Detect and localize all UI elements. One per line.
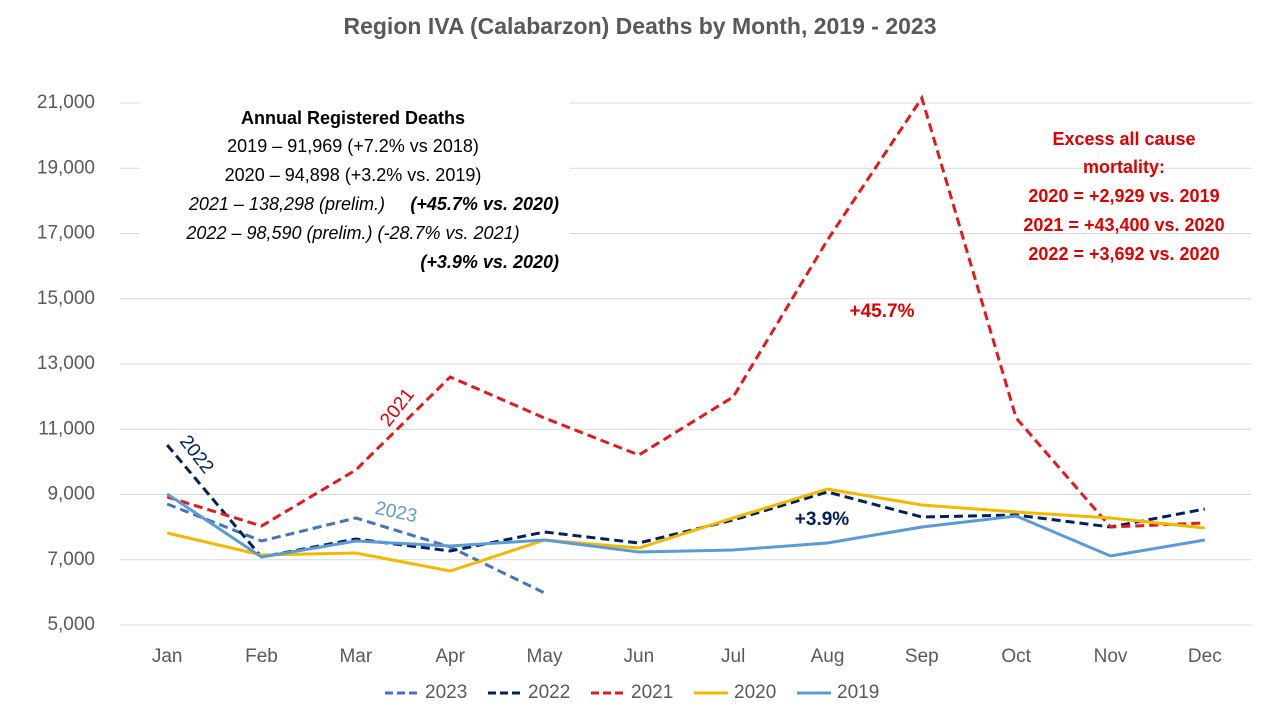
x-tick-label: May [527,646,563,667]
y-tick-label: 13,000 [37,353,95,374]
x-tick-label: Feb [245,646,278,667]
x-tick-label: Nov [1094,646,1128,667]
y-tick-label: 5,000 [47,614,95,635]
annotation: Annual Registered Deaths [241,108,465,128]
annotation: (+3.9% vs. 2020) [420,252,559,272]
legend-label: 2020 [734,682,776,703]
line [166,94,1205,529]
x-tick-label: Sep [905,646,939,667]
line [166,487,1205,573]
line [166,492,1206,559]
legend-label: 2023 [425,682,467,703]
x-tick-label: Jan [152,646,183,667]
annotation: 2021 – 138,298 (prelim.) [188,194,385,214]
annotation: 2022 – 98,590 (prelim.) (-28.7% vs. 2021… [185,223,519,243]
x-tick-label: Dec [1188,646,1222,667]
y-tick-label: 17,000 [37,223,95,244]
y-tick-label: 21,000 [37,92,95,113]
x-tick-label: Mar [339,646,372,667]
y-tick-label: 15,000 [37,288,95,309]
annotation-box [140,100,570,280]
annotation: 2020 – 94,898 (+3.2% vs. 2019) [225,165,482,185]
x-tick-label: Jul [721,646,745,667]
x-tick-label: Jun [624,646,655,667]
legend-label: 2022 [528,682,570,703]
y-tick-label: 19,000 [37,157,95,178]
x-tick-label: Apr [435,646,465,667]
annotation: 2019 – 91,969 (+7.2% vs 2018) [227,136,479,156]
x-tick-label: Aug [811,646,845,667]
annotation: (+45.7% vs. 2020) [410,194,559,214]
annotation: 2022 = +3,692 vs. 2020 [1028,244,1219,264]
x-tick-label: Oct [1001,646,1031,667]
annotation: mortality: [1083,157,1165,177]
y-tick-label: 9,000 [47,484,95,505]
legend-label: 2021 [631,682,673,703]
plot: 5,000 7,000 9,000 11,000 13,000 15,000 17,000 1… [37,92,1252,703]
chart-title: Region IVA (Calabarzon) Deaths by Month,… [343,13,936,39]
annotation: 2020 = +2,929 vs. 2019 [1028,186,1219,206]
annotation: 2021 = +43,400 vs. 2020 [1023,215,1224,235]
annotation: Excess all cause [1052,129,1195,149]
line-label: +45.7% [850,301,915,322]
legend-label: 2019 [837,682,879,703]
y-tick-label: 11,000 [38,418,95,439]
line [166,502,546,595]
line-label: +3.9% [795,509,850,530]
y-tick-label: 7,000 [47,549,95,570]
